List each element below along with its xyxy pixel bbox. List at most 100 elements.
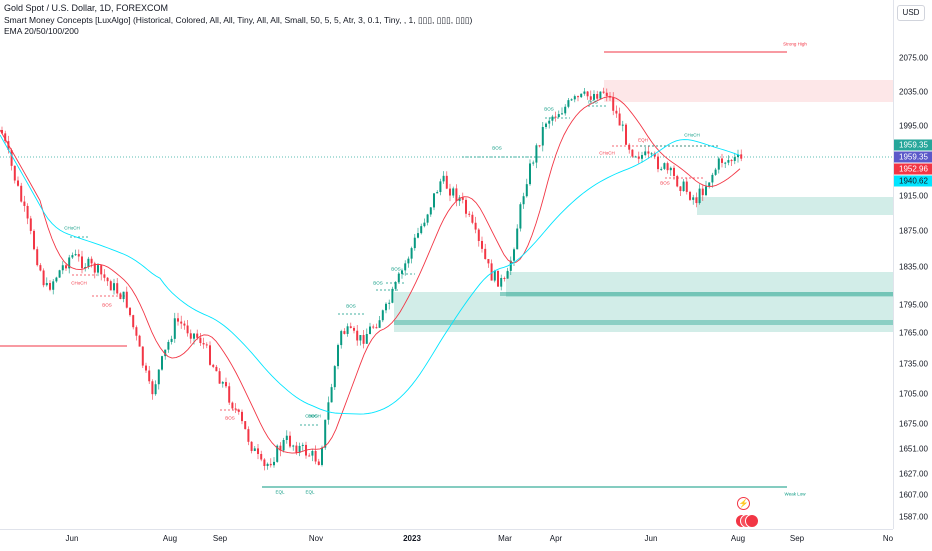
candle <box>394 281 397 289</box>
candle <box>33 230 35 250</box>
candle <box>148 370 151 382</box>
price-label: 1875.00 <box>899 226 928 236</box>
candle <box>154 384 157 395</box>
order-block-zone <box>506 272 893 297</box>
candle <box>353 327 355 331</box>
candle <box>439 181 442 193</box>
candle <box>151 381 154 395</box>
candle <box>74 254 77 256</box>
candle <box>580 93 583 98</box>
time-label: Sep <box>212 534 228 543</box>
candle <box>541 127 544 146</box>
candle <box>282 439 285 451</box>
time-label: Jun <box>65 534 79 543</box>
candle <box>538 145 541 147</box>
candle <box>221 382 224 384</box>
structure-annotation: CHoCH <box>599 150 615 156</box>
candle <box>701 188 704 196</box>
news-flags-icon[interactable] <box>735 514 761 528</box>
candle <box>4 133 7 142</box>
candle <box>10 149 13 166</box>
candle <box>516 228 519 250</box>
structure-annotation: BOS <box>373 280 383 286</box>
candle <box>161 356 163 370</box>
candle <box>340 331 343 346</box>
candle <box>461 197 464 200</box>
candle <box>730 160 733 162</box>
candle <box>727 160 730 163</box>
candle <box>740 154 743 159</box>
time-label: 2023 <box>403 534 421 543</box>
candle <box>145 365 147 371</box>
candle <box>689 191 691 200</box>
price-label: 1627.00 <box>899 469 928 479</box>
candle <box>263 459 266 467</box>
chart-pane[interactable]: Gold Spot / U.S. Dollar, 1D, FOREXCOM Sm… <box>0 0 893 529</box>
candle <box>129 307 131 316</box>
price-label: 2075.00 <box>899 53 928 63</box>
candle <box>593 94 595 100</box>
candle <box>49 282 51 290</box>
candle <box>269 463 272 466</box>
candle <box>61 265 64 271</box>
price-label: 1915.00 <box>899 191 928 201</box>
price-label: 1735.00 <box>899 359 928 369</box>
candle <box>644 151 647 156</box>
candle <box>433 193 435 208</box>
candle <box>692 197 695 200</box>
candle <box>596 94 599 99</box>
time-label: Nov <box>308 534 324 543</box>
currency-button[interactable]: USD <box>897 5 925 21</box>
order-block-zone <box>604 80 893 102</box>
candle <box>170 338 173 342</box>
candle <box>589 96 592 100</box>
candle <box>685 181 688 192</box>
ema-legend[interactable]: EMA 20/50/100/200 <box>4 26 79 36</box>
symbol-title[interactable]: Gold Spot / U.S. Dollar, 1D, FOREXCOM <box>4 3 169 13</box>
candle <box>525 184 528 197</box>
candle <box>1 130 3 134</box>
indicator-legend[interactable]: Smart Money Concepts [LuxAlgo] (Historic… <box>4 14 473 25</box>
candle <box>330 387 333 403</box>
candle <box>93 263 96 273</box>
candle <box>554 116 557 118</box>
candle <box>343 331 346 334</box>
candle <box>458 197 461 202</box>
candle <box>196 333 199 338</box>
structure-annotation: EQL <box>305 489 315 495</box>
candle <box>279 445 282 451</box>
candle <box>122 291 125 300</box>
candle <box>401 270 403 274</box>
candle <box>42 270 45 286</box>
candle <box>397 273 400 282</box>
candle <box>612 97 615 111</box>
candle <box>695 197 698 204</box>
candle <box>215 366 218 372</box>
price-chart[interactable] <box>0 0 893 529</box>
price-label: 1651.00 <box>899 444 928 454</box>
candle <box>157 369 160 385</box>
candle <box>100 265 103 275</box>
candle <box>36 249 39 266</box>
price-axis[interactable]: 2075.00 2035.00 1995.00 1915.00 1875.00 1835.… <box>893 0 932 529</box>
price-label: 1765.00 <box>899 328 928 338</box>
price-tag: 1952.96 <box>894 163 932 175</box>
candle <box>321 447 323 465</box>
candle <box>87 258 90 267</box>
time-axis[interactable]: Jun Aug Sep Nov 2023 Mar Apr Jun Aug Sep No <box>0 529 893 551</box>
candle <box>711 174 714 183</box>
candle <box>618 113 621 126</box>
candle <box>663 163 666 169</box>
price-tag: 1959.35 <box>894 139 932 151</box>
candle <box>708 182 711 187</box>
candle <box>503 277 506 279</box>
structure-annotation: BOS <box>391 266 401 272</box>
lightning-icon[interactable]: ⚡ <box>737 497 750 510</box>
candle <box>714 169 717 175</box>
candle <box>388 302 391 304</box>
order-block-zone <box>394 320 893 325</box>
candle <box>234 408 237 410</box>
candle <box>119 293 122 300</box>
candle <box>359 335 362 341</box>
candle <box>324 419 327 448</box>
